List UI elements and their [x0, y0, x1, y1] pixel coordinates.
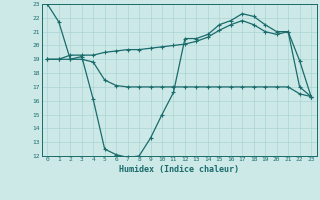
X-axis label: Humidex (Indice chaleur): Humidex (Indice chaleur) [119, 165, 239, 174]
